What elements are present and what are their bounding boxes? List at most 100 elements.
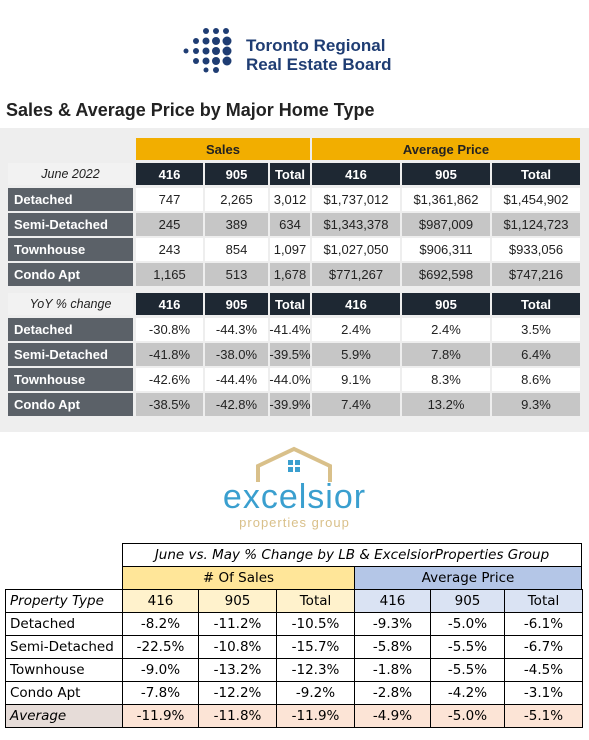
column-header: 905 [205, 293, 268, 315]
table-cell: -11.9% [122, 704, 199, 728]
table-cell: 13.2% [402, 393, 490, 416]
table-cell: -38.0% [205, 343, 268, 366]
table-cell: -44.4% [205, 368, 268, 391]
table-cell: -11.2% [198, 612, 277, 636]
table-cell: 3.5% [492, 318, 580, 341]
column-header: 416 [122, 589, 199, 613]
table-cell: -30.8% [136, 318, 203, 341]
column-header: June 2022 [8, 163, 133, 185]
column-header: 905 [402, 163, 490, 185]
treb-logo-icon [183, 28, 232, 73]
row-label: Semi-Detached [8, 343, 133, 366]
table-cell: -39.9% [269, 393, 311, 416]
column-header: 416 [312, 293, 400, 315]
row-label: Condo Apt [8, 393, 133, 416]
table-cell: -42.6% [136, 368, 203, 391]
column-header: Total [276, 589, 355, 613]
table-cell: -5.8% [354, 635, 431, 659]
table-cell: -6.1% [504, 612, 583, 636]
table-cell: -5.5% [430, 635, 505, 659]
table-cell: 2.4% [312, 318, 400, 341]
table-cell: -10.5% [276, 612, 355, 636]
table-cell: -4.5% [504, 658, 583, 682]
table-cell: $987,009 [402, 213, 490, 236]
row-label: Condo Apt [5, 681, 123, 705]
column-header: YoY % change [8, 293, 133, 315]
column-header: 416 [136, 163, 203, 185]
table-cell: $906,311 [402, 238, 490, 261]
table-cell: $1,737,012 [312, 188, 400, 211]
table-cell: -4.2% [430, 681, 505, 705]
table-cell: -10.8% [198, 635, 277, 659]
table-cell: 245 [136, 213, 203, 236]
table-cell: -12.2% [198, 681, 277, 705]
logo-line: Real Estate Board [246, 55, 392, 74]
table-cell: -5.5% [430, 658, 505, 682]
group-header: Average Price [312, 138, 580, 160]
column-header: 416 [354, 589, 431, 613]
table-cell: -11.9% [276, 704, 355, 728]
column-header: Total [492, 163, 580, 185]
table-cell: 7.4% [312, 393, 400, 416]
table-cell: 634 [270, 213, 310, 236]
row-label: Detached [5, 612, 123, 636]
table-cell: 1,165 [136, 263, 203, 286]
table-cell: -6.7% [504, 635, 583, 659]
table-cell: -8.2% [122, 612, 199, 636]
table-cell: -2.8% [354, 681, 431, 705]
table-cell: -41.4% [269, 318, 311, 341]
group-header: Sales [136, 138, 310, 160]
table-cell: 2,265 [205, 188, 268, 211]
column-header: Total [270, 163, 310, 185]
row-label: Detached [8, 318, 133, 341]
table-cell: 7.8% [402, 343, 490, 366]
table-cell: -9.3% [354, 612, 431, 636]
table-title: June vs. May % Change by LB & ExcelsiorP… [122, 543, 582, 567]
table-cell: -13.2% [198, 658, 277, 682]
brand-tagline: properties group [239, 515, 350, 530]
row-label: Semi-Detached [5, 635, 123, 659]
treb-logo-text: Toronto Regional Real Estate Board [246, 36, 392, 74]
table-cell: 8.6% [492, 368, 580, 391]
table-cell: $1,343,378 [312, 213, 400, 236]
table-cell: 9.3% [492, 393, 580, 416]
table-cell: -42.8% [205, 393, 268, 416]
table-cell: 8.3% [402, 368, 490, 391]
row-label: Townhouse [5, 658, 123, 682]
table-cell: -38.5% [136, 393, 203, 416]
column-header: Property Type [5, 589, 123, 613]
column-header: 905 [402, 293, 490, 315]
table-cell: -9.0% [122, 658, 199, 682]
column-header: Total [504, 589, 583, 613]
column-header: 905 [205, 163, 268, 185]
table-cell: 389 [205, 213, 268, 236]
column-header: 905 [198, 589, 277, 613]
table-cell: -1.8% [354, 658, 431, 682]
column-header: Total [270, 293, 310, 315]
column-header: Total [492, 293, 580, 315]
table-cell: -41.8% [136, 343, 203, 366]
table-cell: -44.0% [269, 368, 311, 391]
table-cell: -44.3% [205, 318, 268, 341]
table-cell: 747 [136, 188, 203, 211]
table-cell: $933,056 [492, 238, 580, 261]
table-cell: -4.9% [354, 704, 431, 728]
table-cell: 6.4% [492, 343, 580, 366]
table-cell: $747,216 [492, 263, 580, 286]
table-cell: -5.1% [504, 704, 583, 728]
table-cell: $1,124,723 [492, 213, 580, 236]
table-cell: -5.0% [430, 704, 505, 728]
table-cell: -39.5% [269, 343, 311, 366]
table-cell: -5.0% [430, 612, 505, 636]
column-header: 416 [312, 163, 400, 185]
brand-name: excelsior [222, 478, 367, 516]
title: Sales & Average Price by Major Home Type [6, 100, 375, 120]
row-label: Condo Apt [8, 263, 133, 286]
row-label: Average [5, 704, 123, 728]
house-icon [256, 446, 332, 482]
table-cell: 243 [136, 238, 203, 261]
table-cell: -12.3% [276, 658, 355, 682]
table-cell: -22.5% [122, 635, 199, 659]
table-cell: 2.4% [402, 318, 490, 341]
table-cell: $1,454,902 [492, 188, 580, 211]
